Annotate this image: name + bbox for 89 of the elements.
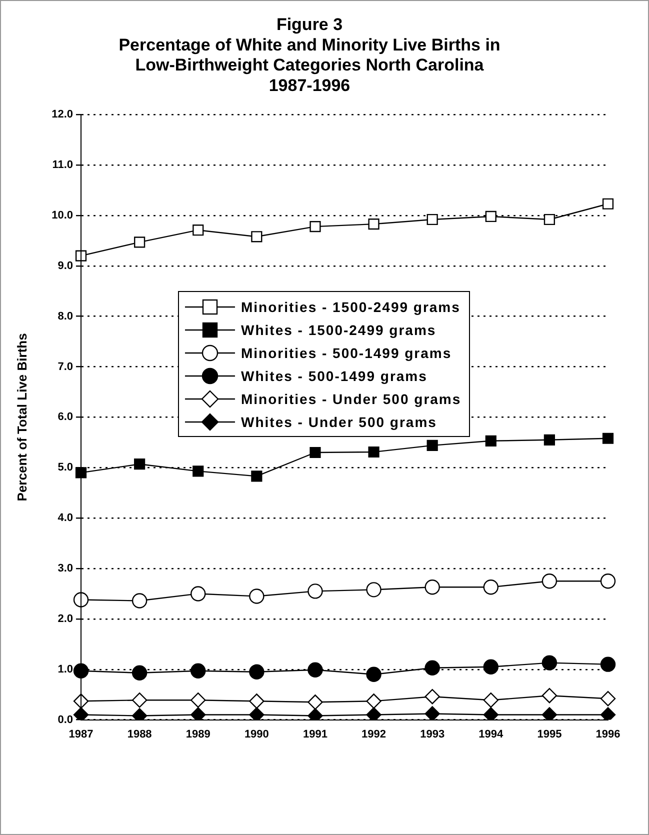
y-tick-label: 8.0 [58, 310, 74, 322]
y-tick-label: 2.0 [58, 612, 74, 625]
point [192, 466, 204, 477]
point [485, 435, 496, 446]
point [426, 440, 438, 451]
point [424, 689, 440, 704]
chart-title: Figure 3 [276, 14, 343, 34]
point [600, 574, 616, 589]
point [544, 214, 555, 226]
point [308, 662, 323, 678]
point [190, 663, 206, 678]
point [249, 694, 264, 709]
y-tick-label: 5.0 [58, 462, 74, 474]
y-tick-label: 0.0 [58, 714, 74, 726]
point [542, 688, 558, 704]
x-tick-label: 1991 [302, 728, 328, 740]
point [132, 593, 148, 608]
y-tick-label: 1.0 [58, 663, 74, 676]
point [190, 692, 206, 708]
point [190, 586, 206, 602]
point [544, 434, 555, 446]
point [368, 446, 380, 458]
point [249, 664, 264, 680]
y-tick-label: 3.0 [58, 562, 74, 575]
point [75, 467, 87, 478]
point [192, 224, 204, 236]
point [251, 231, 262, 242]
point [424, 660, 440, 676]
x-tick-label: 1995 [537, 728, 562, 740]
point [542, 655, 558, 670]
y-tick-label: 10.0 [52, 210, 74, 222]
point [251, 470, 262, 482]
point [602, 432, 614, 444]
point [485, 210, 496, 222]
point [134, 236, 146, 248]
point [73, 663, 89, 678]
y-tick-label: 12.0 [52, 108, 74, 121]
point [600, 691, 616, 706]
point [600, 656, 616, 672]
point [308, 694, 323, 710]
point [483, 692, 498, 708]
point [366, 666, 382, 682]
y-axis-title: Percent of Total Live Births [14, 333, 30, 502]
point [542, 574, 558, 589]
x-tick-label: 1988 [127, 728, 152, 740]
point [366, 582, 382, 598]
point [310, 221, 321, 232]
point [75, 250, 87, 262]
point [600, 707, 616, 720]
point [73, 707, 89, 720]
y-tick-label: 9.0 [58, 260, 74, 272]
point [310, 446, 321, 458]
point [73, 592, 89, 608]
point [249, 707, 264, 720]
legend-label: Whites - 500-1499 grams [241, 368, 428, 384]
point [249, 588, 264, 604]
y-tick-label: 7.0 [58, 360, 74, 373]
x-tick-label: 1992 [362, 728, 386, 740]
y-tick-label: 6.0 [58, 411, 74, 424]
point [366, 694, 382, 709]
point [483, 580, 498, 595]
point [483, 707, 498, 720]
x-tick-label: 1989 [186, 728, 210, 740]
x-tick-label: 1996 [596, 728, 620, 740]
legend-label: Minorities - Under 500 grams [241, 390, 462, 406]
y-tick-label: 4.0 [58, 512, 74, 524]
point [483, 659, 498, 674]
legend-label: Whites - 1500-2499 grams [241, 322, 436, 338]
point [426, 214, 438, 226]
legend-label: Whites - Under 500 grams [241, 414, 437, 430]
point [424, 580, 440, 595]
point [190, 707, 206, 720]
point [424, 706, 440, 720]
point [132, 692, 148, 708]
point [542, 707, 558, 720]
point [602, 198, 614, 210]
legend-label: Minorities - 500-1499 grams [241, 344, 452, 360]
x-tick-label: 1994 [478, 728, 504, 740]
point [132, 665, 148, 680]
point [368, 218, 380, 230]
x-tick-label: 1987 [68, 728, 94, 740]
point [134, 458, 146, 470]
x-tick-label: 1993 [420, 728, 445, 740]
x-tick-label: 1990 [244, 728, 269, 740]
chart-subtitle: Percentage of White and Minority Live Births in Low-Birthweight Categories North Carolina 1987-1996 [118, 35, 500, 96]
legend-label: Minorities - 1500-2499 grams [241, 298, 460, 314]
y-tick-label: 11.0 [52, 159, 74, 172]
point [366, 707, 382, 720]
point [308, 584, 323, 599]
